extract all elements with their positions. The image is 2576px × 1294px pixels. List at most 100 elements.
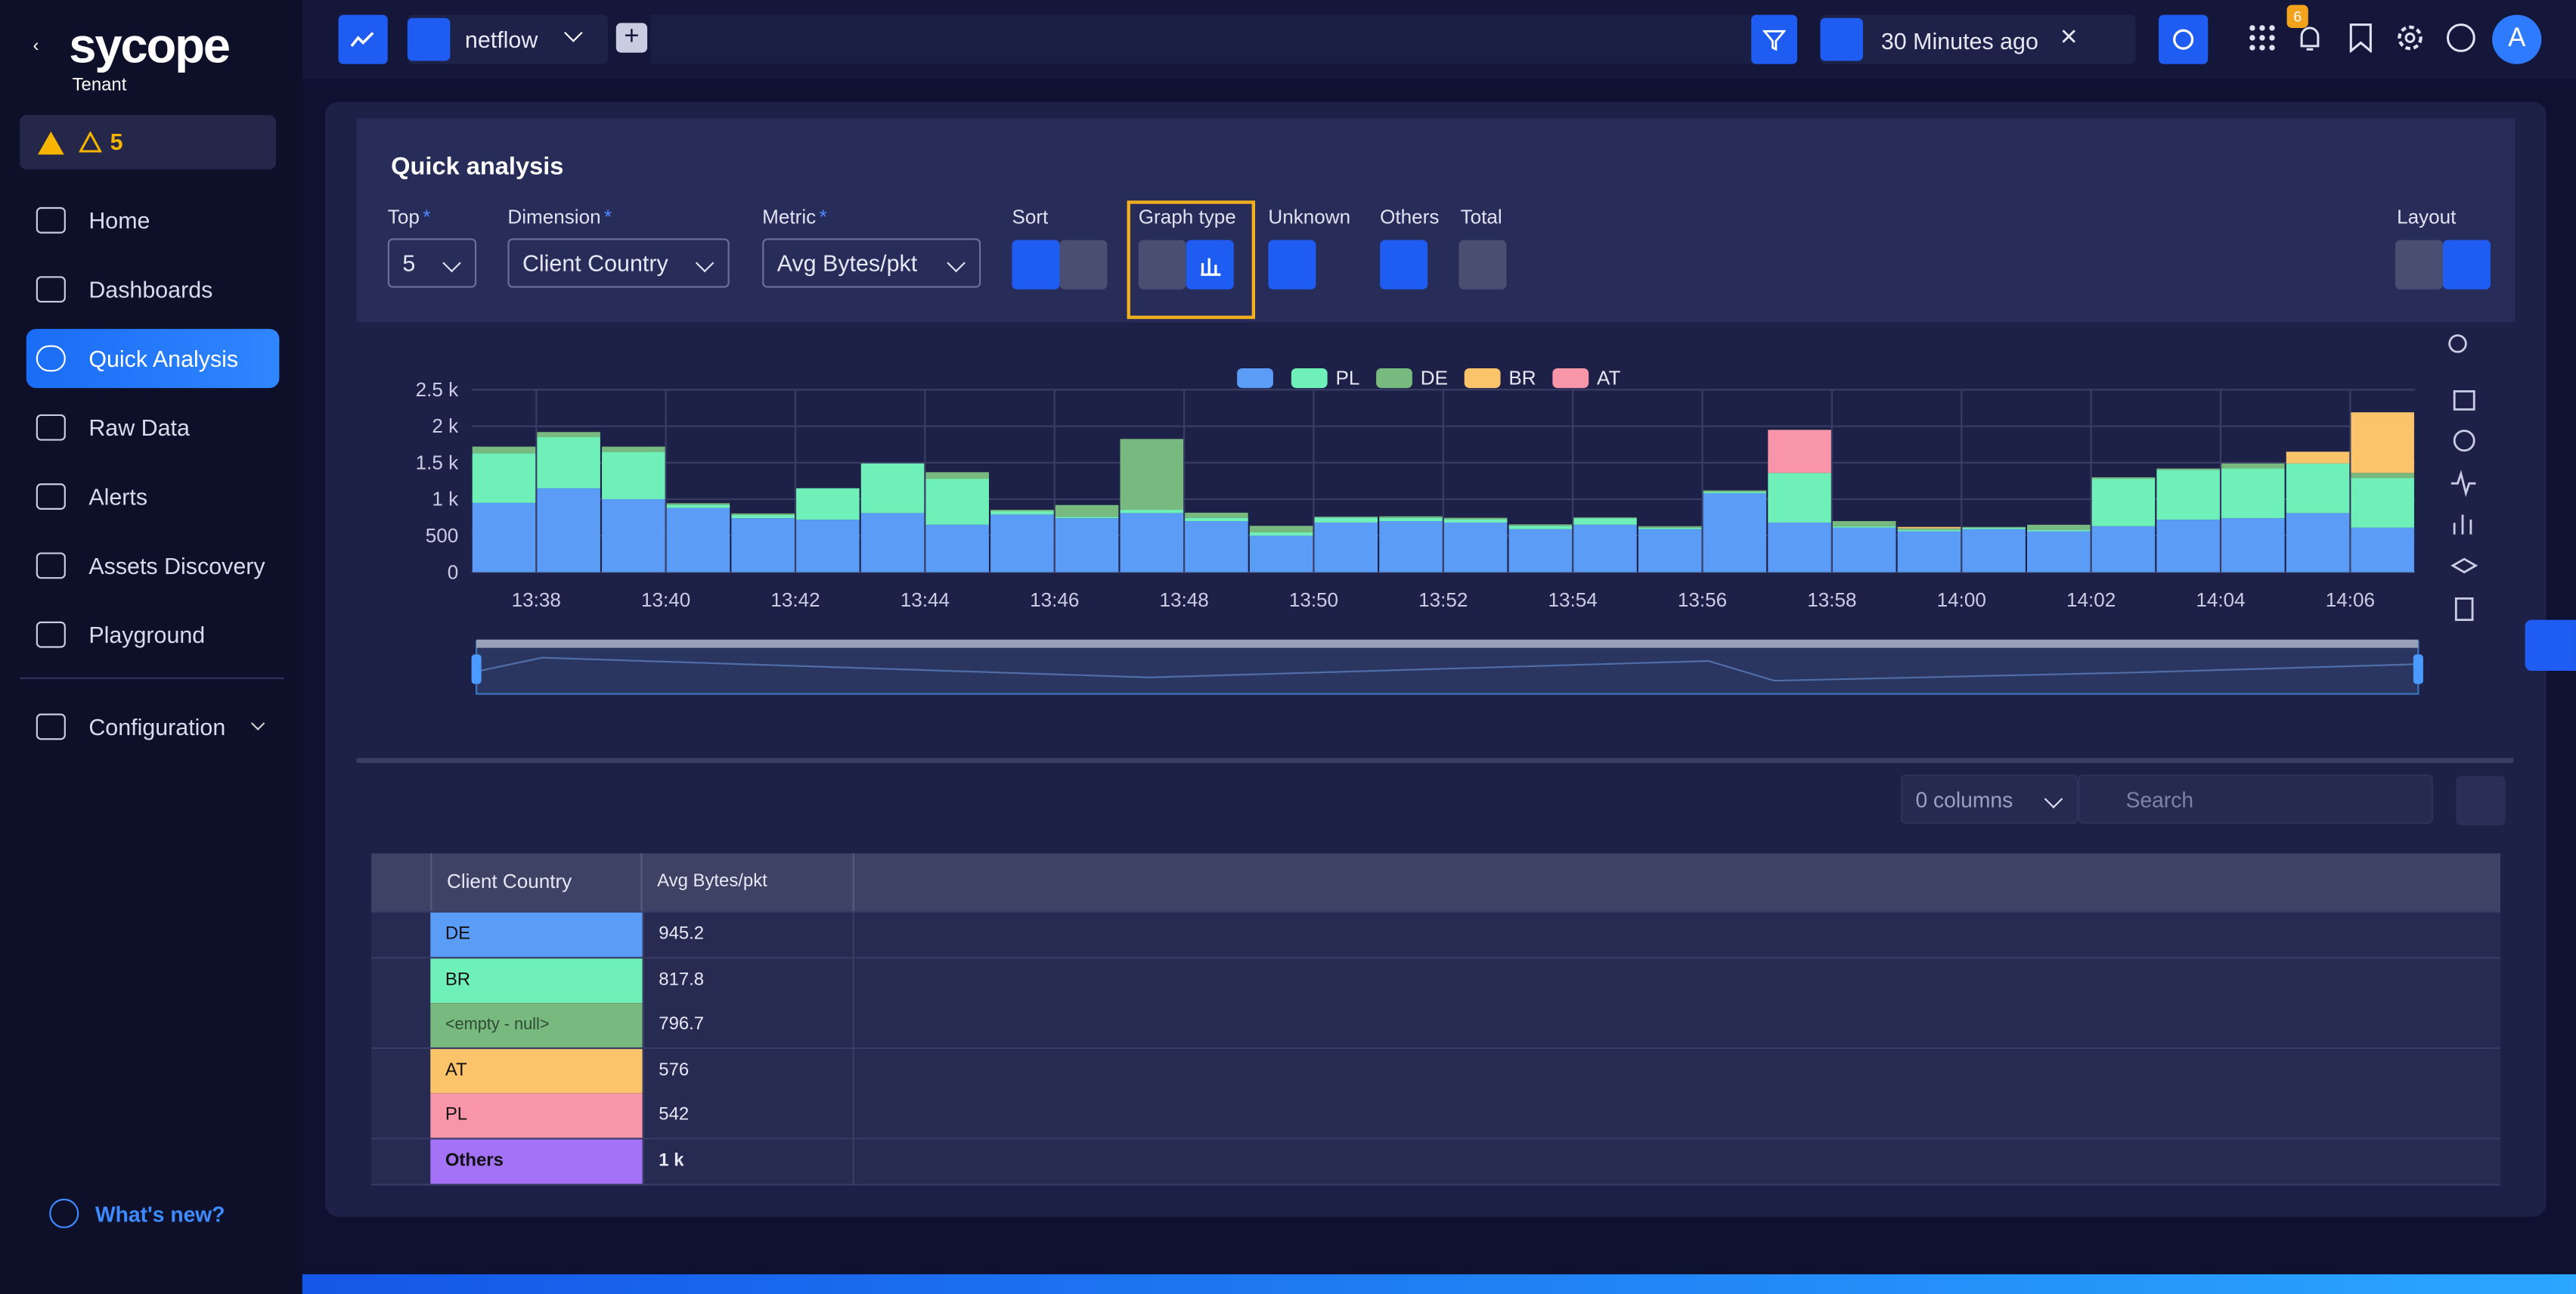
filter-button[interactable] — [1751, 14, 1798, 64]
source-select[interactable]: netflow — [407, 14, 608, 64]
table-row[interactable]: <empty - null> 796.7 — [371, 1003, 2501, 1050]
table-settings[interactable] — [2456, 776, 2506, 826]
bar-segment — [1768, 473, 1831, 523]
nav-item[interactable]: Raw Data — [26, 398, 280, 457]
table-row[interactable]: Others 1 k — [371, 1138, 2501, 1185]
line-tool[interactable] — [2450, 470, 2476, 498]
nav-item[interactable]: Playground — [26, 605, 280, 664]
bar-segment — [1185, 517, 1248, 522]
side-bookmark[interactable] — [2525, 619, 2576, 672]
whats-new[interactable]: What's new? — [49, 1198, 225, 1229]
bookmark-icon[interactable] — [2349, 23, 2372, 53]
navigator[interactable] — [476, 640, 2419, 695]
bar-segment — [602, 452, 665, 500]
required-mark: * — [819, 205, 827, 229]
nav-icon — [36, 713, 66, 740]
analysis-button[interactable] — [338, 14, 388, 64]
bar-type[interactable] — [1186, 240, 1234, 290]
field-label: Total — [1460, 205, 1502, 229]
bar-segment — [1897, 531, 1961, 573]
legend-label: BR — [1508, 367, 1536, 389]
top-bar: netflow + 30 Minutes ago × 6 A — [302, 0, 2576, 79]
select-value: Avg Bytes/pkt — [777, 250, 918, 277]
nav-icon — [36, 206, 66, 234]
bar-segment — [1703, 492, 1767, 494]
layout-rows[interactable] — [2442, 240, 2491, 290]
layout-columns[interactable] — [2395, 240, 2443, 290]
header-cell[interactable]: Avg Bytes/pkt — [643, 853, 854, 911]
nav-label: Assets Discovery — [88, 552, 265, 579]
icon — [1762, 29, 1786, 51]
nav-item[interactable]: Dashboards — [26, 260, 280, 319]
field-label: Unknown — [1268, 205, 1351, 229]
navigator-handle[interactable] — [471, 654, 482, 684]
bar-segment — [1638, 529, 1702, 573]
nav-item[interactable]: Configuration — [26, 697, 280, 756]
stack-tool[interactable] — [2450, 557, 2478, 574]
avatar[interactable]: A — [2492, 14, 2542, 64]
apps-icon[interactable] — [2247, 23, 2277, 52]
others-toggle[interactable] — [1380, 240, 1428, 290]
bar-tool[interactable] — [2453, 514, 2472, 535]
label-text: Top — [387, 205, 420, 229]
export-tool[interactable] — [2454, 597, 2474, 622]
back[interactable]: ‹ — [33, 36, 39, 56]
sidebar: ‹ sycope Tenant 5 Home Dashboards Quick … — [0, 0, 302, 1294]
splitter[interactable] — [356, 758, 2514, 763]
nav-item[interactable]: Home — [26, 191, 280, 250]
bar-segment — [1573, 517, 1637, 519]
total-toggle[interactable] — [1458, 240, 1507, 290]
chevron — [250, 716, 265, 731]
alert-box[interactable]: 5 — [20, 115, 277, 169]
cell: 1 k — [642, 1138, 854, 1184]
top-select[interactable]: 5 — [387, 238, 477, 288]
navigator-handle-bar[interactable] — [476, 639, 2419, 648]
help-icon[interactable] — [2446, 23, 2475, 52]
clear-button[interactable]: × — [2060, 20, 2078, 53]
sort-desc[interactable] — [1012, 240, 1060, 290]
bar-segment — [990, 510, 1054, 515]
time-select[interactable]: 30 Minutes ago × — [1820, 14, 2136, 64]
x-tick-label: 14:06 — [2326, 588, 2375, 611]
add-tab[interactable]: + — [615, 23, 648, 53]
nav-item-active[interactable]: Quick Analysis — [26, 328, 280, 389]
nav-icon — [36, 414, 66, 441]
zoom-tool[interactable] — [2453, 390, 2475, 411]
bar-segment — [925, 479, 989, 525]
bar-segment — [1249, 532, 1313, 536]
sort-asc[interactable] — [1059, 240, 1108, 290]
field-label: Graph type — [1138, 205, 1236, 229]
bar-segment — [1379, 517, 1443, 522]
source-icon — [407, 17, 451, 61]
bar-segment — [925, 472, 989, 479]
columns-select[interactable]: 0 columns — [1900, 774, 2078, 824]
required-mark: * — [603, 205, 612, 229]
table-row[interactable]: BR 817.8 — [371, 957, 2501, 1004]
query-bar[interactable] — [650, 14, 1794, 64]
chart-settings[interactable] — [2448, 334, 2467, 353]
pie-type[interactable] — [1138, 240, 1186, 290]
field-label: Layout — [2397, 205, 2457, 229]
reset-tool[interactable] — [2453, 430, 2475, 452]
bell-icon[interactable] — [2297, 25, 2323, 54]
bar-segment — [1055, 504, 1119, 517]
table-row[interactable]: PL 542 — [371, 1093, 2501, 1140]
metric-select[interactable]: Avg Bytes/pkt — [762, 238, 981, 288]
nav-item[interactable]: Alerts — [26, 467, 280, 526]
header-cell[interactable]: Client Country — [430, 853, 643, 911]
dimension-select[interactable]: Client Country — [507, 238, 730, 288]
settings-icon[interactable] — [2395, 23, 2425, 52]
search-input[interactable]: Search — [2078, 774, 2433, 824]
bar-segment — [666, 503, 730, 505]
bar-segment — [2091, 479, 2156, 526]
unknown-toggle[interactable] — [1268, 240, 1316, 290]
logo[interactable]: sycope — [69, 20, 231, 74]
legend-swatch — [1552, 368, 1589, 389]
navigator-line — [479, 656, 2416, 682]
nav-item[interactable]: Assets Discovery — [26, 536, 280, 595]
navigator-handle[interactable] — [2413, 654, 2423, 684]
refresh-button[interactable] — [2159, 14, 2209, 64]
table-row[interactable]: AT 576 — [371, 1047, 2501, 1094]
table-row[interactable]: DE 945.2 — [371, 912, 2501, 959]
